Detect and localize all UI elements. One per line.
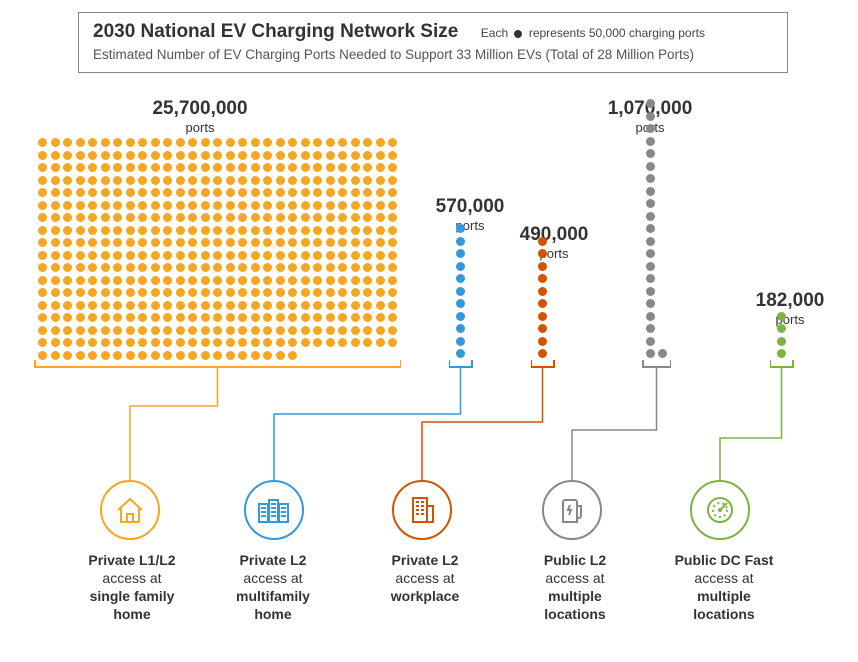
category-label: Public DC Fastaccess atmultiplelocations (644, 552, 804, 624)
gauge-icon (690, 480, 750, 540)
